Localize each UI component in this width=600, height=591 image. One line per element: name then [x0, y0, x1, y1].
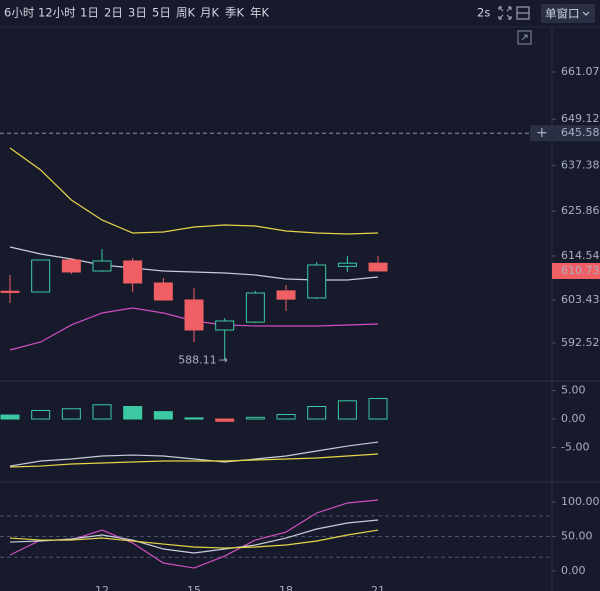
- histogram-bar: [368, 398, 388, 420]
- fullscreen-icon[interactable]: [498, 6, 512, 20]
- y-tick-label: -5.00: [561, 441, 589, 454]
- period-button[interactable]: 周K: [176, 6, 195, 20]
- candle-body: [368, 262, 388, 272]
- candle-body: [153, 282, 173, 301]
- last-price-box: [552, 262, 600, 279]
- period-button[interactable]: 季K: [225, 6, 244, 20]
- candle-body: [245, 292, 265, 323]
- plus-icon: +: [536, 125, 548, 141]
- layout-icon[interactable]: [516, 6, 530, 20]
- price-label-box: [530, 125, 600, 142]
- indicator-line: [9, 453, 379, 468]
- histogram-bar: [245, 416, 265, 420]
- y-tick-label: 0.00: [561, 564, 586, 577]
- y-tick-label: 5.00: [561, 384, 586, 397]
- candle-body: [307, 264, 327, 299]
- period-button[interactable]: 月K: [200, 6, 219, 20]
- low-arrow: →: [219, 353, 228, 366]
- x-tick-label: 18: [279, 584, 293, 591]
- histogram-bar: [31, 409, 51, 420]
- period-button[interactable]: 12小时: [38, 6, 76, 20]
- candle-body: [0, 290, 20, 293]
- x-tick-label: 15: [187, 584, 201, 591]
- indicator-line: [9, 147, 379, 235]
- y-tick-label: 649.12: [561, 112, 600, 125]
- period-button[interactable]: 5日: [152, 6, 171, 20]
- histogram-bar: [215, 418, 235, 422]
- candle-body: [61, 259, 81, 273]
- histogram-bar: [276, 413, 296, 420]
- candle-body: [123, 260, 143, 284]
- indicator-line: [9, 529, 379, 549]
- period-button[interactable]: 2日: [104, 6, 123, 20]
- histogram-bar: [337, 400, 357, 420]
- histogram-bar: [61, 408, 81, 420]
- expand-icon[interactable]: [517, 30, 532, 45]
- indicator-line: [9, 441, 379, 467]
- y-tick-label: 637.38: [561, 159, 600, 172]
- candle-body: [184, 299, 204, 331]
- dropdown-arrow: [582, 11, 590, 16]
- last-price-label: 610.73: [561, 264, 600, 277]
- y-tick-label: 50.00: [561, 530, 593, 543]
- y-tick-label: 100.00: [561, 495, 600, 508]
- period-button[interactable]: 1日: [80, 6, 99, 20]
- candle-body: [31, 259, 51, 293]
- y-tick-label: 592.52: [561, 336, 600, 349]
- histogram-bar: [92, 404, 112, 420]
- histogram-bar: [307, 406, 327, 420]
- y-tick-label: 661.07: [561, 65, 600, 78]
- histogram-bar: [153, 411, 173, 420]
- histogram-bar: [123, 406, 143, 420]
- candle-body: [215, 320, 235, 331]
- x-tick-label: 21: [371, 584, 385, 591]
- window-select-label: 单窗口: [545, 7, 580, 21]
- x-tick-label: 12: [95, 584, 109, 591]
- period-button[interactable]: 年K: [250, 6, 269, 20]
- histogram-bar: [0, 414, 20, 420]
- y-tick-label: 625.86: [561, 204, 600, 217]
- candle-body: [276, 290, 296, 300]
- y-tick-label: 603.43: [561, 293, 600, 306]
- period-button[interactable]: 6小时: [4, 6, 35, 20]
- candle-body: [337, 262, 357, 267]
- low-label: 588.11: [178, 353, 217, 366]
- price-label: 645.58: [561, 126, 600, 139]
- y-tick-label: 0.00: [561, 412, 586, 425]
- period-button[interactable]: 3日: [128, 6, 147, 20]
- y-tick-label: 614.54: [561, 249, 600, 262]
- histogram-bar: [184, 417, 204, 420]
- window-select[interactable]: [541, 4, 595, 23]
- indicator-line: [9, 519, 379, 554]
- refresh-rate[interactable]: 2s: [477, 6, 490, 20]
- candle-body: [92, 260, 112, 272]
